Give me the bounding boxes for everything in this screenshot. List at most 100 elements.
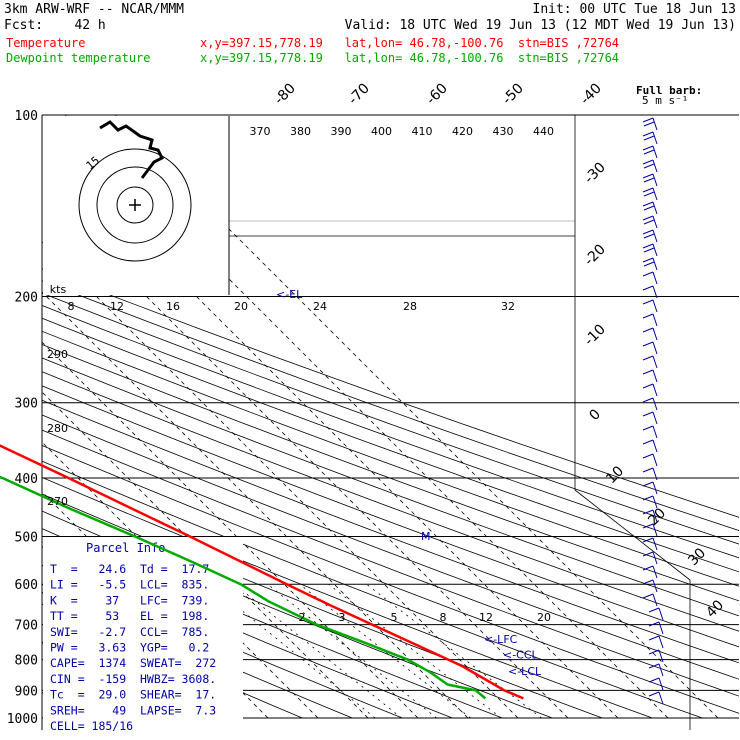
wind-barb-shaft	[652, 229, 658, 243]
dry-adiabat-line	[42, 414, 739, 680]
wind-barb-flag	[642, 425, 654, 431]
wind-barb-shaft	[652, 495, 658, 509]
temperature-location: x,y=397.15,778.19 lat,lon= 46.78,-100.76…	[200, 36, 619, 50]
wind-barb-shaft	[652, 397, 658, 411]
pressure-tick-label: 600	[15, 578, 38, 593]
theta-label: 270	[47, 495, 68, 508]
wind-barb-flag	[642, 369, 654, 375]
level-marker-label: <-LCL	[508, 665, 542, 678]
temperature-legend: Temperature	[6, 36, 85, 50]
wind-barb-flag	[642, 537, 654, 543]
valid-time: Valid: 18 UTC Wed 19 Jun 13 (12 MDT Wed …	[345, 18, 736, 33]
wind-barb-flag	[642, 397, 654, 403]
dry-adiabat-line	[42, 371, 739, 632]
isotherm-label: -10	[581, 321, 608, 348]
wind-barb-shaft	[652, 439, 658, 453]
wind-barb-shaft	[652, 271, 658, 285]
temperature-profile	[0, 444, 524, 700]
wind-barb-shaft	[652, 187, 658, 201]
wind-barb-shaft	[652, 425, 658, 439]
wind-barb-shaft	[652, 327, 658, 341]
parcel-info-row: LI = -5.5 LCL= 835.	[50, 578, 209, 592]
theta-e-label: 400	[371, 125, 392, 138]
parcel-info-title: Parcel Info	[86, 541, 165, 555]
wind-barb-flag	[642, 229, 654, 235]
theta-e-label: 410	[412, 125, 433, 138]
wind-barb-shaft	[652, 593, 658, 607]
isotherm-line	[42, 191, 569, 719]
mixing-ratio-label: 3	[339, 611, 346, 624]
theta-e-label: 440	[533, 125, 554, 138]
wind-barb-shaft	[652, 341, 658, 355]
isotherm-label: 40	[703, 597, 727, 621]
speed-scale-label: kts	[50, 283, 67, 296]
theta-e-label: 380	[290, 125, 311, 138]
wind-barb-shaft	[652, 579, 658, 593]
full-barb-unit: 5 m s⁻¹	[642, 94, 688, 107]
parcel-info-row: T = 24.6 Td = 17.7	[50, 562, 209, 576]
dry-adiabat-line	[42, 460, 703, 719]
wind-barb-flag	[642, 565, 654, 571]
wind-barb-shaft	[652, 215, 658, 229]
dry-adiabat-line	[42, 292, 739, 545]
theta-e-label: 370	[250, 125, 271, 138]
wind-barb-flag	[642, 327, 654, 333]
level-marker-label: <-LFC	[484, 633, 518, 646]
parcel-info-row: Tc = 29.0 SHEAR= 17.	[50, 688, 216, 702]
wind-barb-flag	[643, 219, 655, 225]
wind-barb-flag	[642, 495, 654, 501]
wind-barb-flag	[642, 173, 654, 179]
wind-barb-flag	[642, 509, 654, 515]
wind-barb-flag	[642, 439, 654, 445]
dewpoint-legend: Dewpoint temperature	[6, 51, 151, 65]
dry-adiabat-line	[42, 445, 739, 714]
level-marker-label: <-CCL	[503, 649, 539, 662]
pressure-tick-label: 500	[15, 530, 38, 545]
wind-barb-flag	[642, 271, 654, 277]
wind-barb-shaft	[652, 565, 658, 579]
isotherm-label: 10	[603, 463, 627, 487]
wind-barb-flag	[642, 187, 654, 193]
mixing-ratio-line	[267, 583, 437, 719]
pressure-tick-label: 900	[15, 684, 38, 699]
pressure-tick-label: 300	[15, 397, 38, 412]
wind-barb-shaft	[652, 467, 658, 481]
wind-barb-flag	[643, 163, 655, 169]
pressure-tick-label: 100	[15, 109, 38, 124]
wind-barb-shaft	[658, 691, 664, 705]
dry-adiabat-line	[42, 344, 739, 602]
speed-scale-label: 8	[68, 300, 75, 313]
wind-barb-flag	[642, 201, 654, 207]
pressure-tick-label: 700	[15, 619, 38, 634]
wind-barb-flag	[642, 145, 654, 151]
speed-scale-label: 20	[234, 300, 248, 313]
wind-barb-shaft	[652, 369, 658, 383]
full-barb-legend: Full barb:	[636, 84, 702, 97]
forecast-hour: Fcst: 42 h	[4, 18, 106, 33]
mixing-ratio-label: 8	[440, 611, 447, 624]
sounding-profiles	[0, 444, 524, 700]
dry-adiabat-line	[42, 399, 739, 664]
wind-barb-flag	[643, 135, 655, 141]
dry-adiabat-line	[42, 268, 739, 518]
theta-e-label: 420	[452, 125, 473, 138]
wind-barb-flag	[643, 247, 655, 253]
theta-label: 280	[47, 422, 68, 435]
pressure-axis: 100 200 300 400 500 600 700 800 900 1000	[7, 109, 38, 727]
mixing-ratio-line	[209, 583, 376, 719]
level-marker-label: <-EL	[276, 288, 303, 301]
wind-barb-shaft	[658, 621, 664, 635]
theta-e-label: 430	[493, 125, 514, 138]
wind-barb-flag	[643, 177, 655, 183]
wind-barb-flag	[643, 261, 655, 267]
wind-barb-shaft	[658, 677, 664, 691]
pressure-tick-label: 200	[15, 291, 38, 306]
parcel-info-rows: T = 24.6 Td = 17.7 LI = -5.5 LCL= 835.K =…	[50, 562, 216, 733]
theta-e-label: 390	[331, 125, 352, 138]
plot-right-border	[574, 489, 691, 730]
wind-barb-flag	[648, 691, 660, 697]
pressure-tick-label: 400	[15, 472, 38, 487]
wind-barb-flag	[643, 205, 655, 211]
speed-scale-label: 32	[501, 300, 515, 313]
hodograph: 15	[43, 116, 230, 295]
